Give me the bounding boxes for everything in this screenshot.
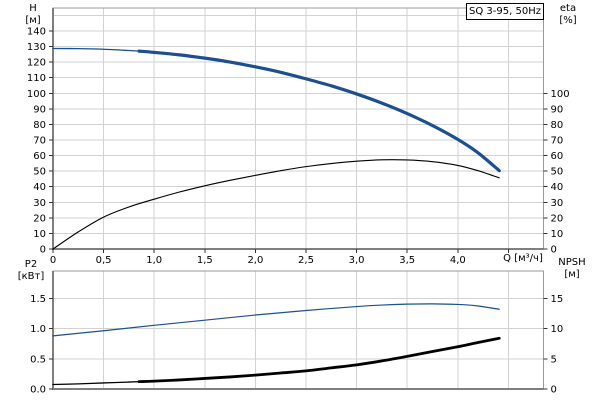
left-tick-label: 70 <box>33 136 46 147</box>
head-curve <box>137 49 501 173</box>
right-tick-label: 0 <box>551 245 557 256</box>
head-curve-thin <box>52 47 140 52</box>
npsh-curve-thin <box>52 380 140 386</box>
left-tick-label: 100 <box>27 89 46 100</box>
x-tick-label: 1,5 <box>197 255 213 266</box>
efficiency-curve <box>52 159 500 250</box>
x-tick-label: 0,5 <box>96 255 112 266</box>
p2-axis-title: P2 <box>24 259 38 270</box>
right-tick-label: 50 <box>551 167 564 178</box>
x-tick-label: 3,0 <box>349 255 365 266</box>
plot-area <box>53 8 544 249</box>
x-tick-label: 2,5 <box>298 255 314 266</box>
x-tick-label: 1,0 <box>146 255 162 266</box>
x-tick-label: 3,5 <box>399 255 415 266</box>
right-tick-label: 60 <box>551 151 564 162</box>
plot-area <box>53 271 544 389</box>
right-tick-label: 20 <box>551 213 564 224</box>
right-tick-label: 15 <box>551 294 564 305</box>
eta-axis-title: eta <box>559 3 577 14</box>
right-tick-label: 30 <box>551 198 564 209</box>
left-tick-label: 1.5 <box>30 294 46 305</box>
left-tick-label: 0.0 <box>30 385 46 396</box>
left-tick-label: 0.5 <box>30 354 46 365</box>
left-tick-label: 50 <box>33 167 46 178</box>
left-tick-label: 110 <box>27 73 46 84</box>
left-tick-label: 80 <box>33 120 46 131</box>
left-tick-label: 120 <box>27 58 46 69</box>
right-tick-label: 80 <box>551 120 564 131</box>
right-tick-label: 10 <box>551 324 564 335</box>
eta-axis-unit: [%] <box>559 15 577 26</box>
x-tick-label: 2,0 <box>247 255 263 266</box>
npsh-curve <box>137 336 501 384</box>
left-tick-label: 140 <box>27 27 46 38</box>
left-tick-label: 40 <box>33 182 46 193</box>
right-tick-label: 10 <box>551 229 564 240</box>
p2-axis-unit: [кВт] <box>17 271 45 282</box>
left-tick-label: 90 <box>33 104 46 115</box>
q-axis-title: Q [м³/ч] <box>503 253 543 264</box>
right-tick-label: 90 <box>551 104 564 115</box>
right-tick-label: 100 <box>551 89 570 100</box>
right-tick-label: 0 <box>551 385 557 396</box>
left-tick-label: 130 <box>27 42 46 53</box>
left-tick-label: 30 <box>33 198 46 209</box>
left-tick-label: 0 <box>40 245 46 256</box>
left-tick-label: 20 <box>33 213 46 224</box>
right-tick-label: 5 <box>551 354 557 365</box>
h-axis-title: H <box>29 3 37 14</box>
left-tick-label: 60 <box>33 151 46 162</box>
npsh-axis-title: NPSH <box>558 257 586 268</box>
left-tick-label: 1.0 <box>30 324 46 335</box>
x-tick-label: 4,0 <box>450 255 466 266</box>
right-tick-label: 40 <box>551 182 564 193</box>
left-tick-label: 10 <box>33 229 46 240</box>
x-tick-label: 0 <box>50 255 56 266</box>
right-tick-label: 70 <box>551 136 564 147</box>
pump-model-badge: SQ 3-95, 50Hz <box>466 3 544 20</box>
power-curve <box>52 303 500 337</box>
npsh-axis-unit: [м] <box>564 269 580 280</box>
h-axis-unit: [м] <box>25 15 41 26</box>
